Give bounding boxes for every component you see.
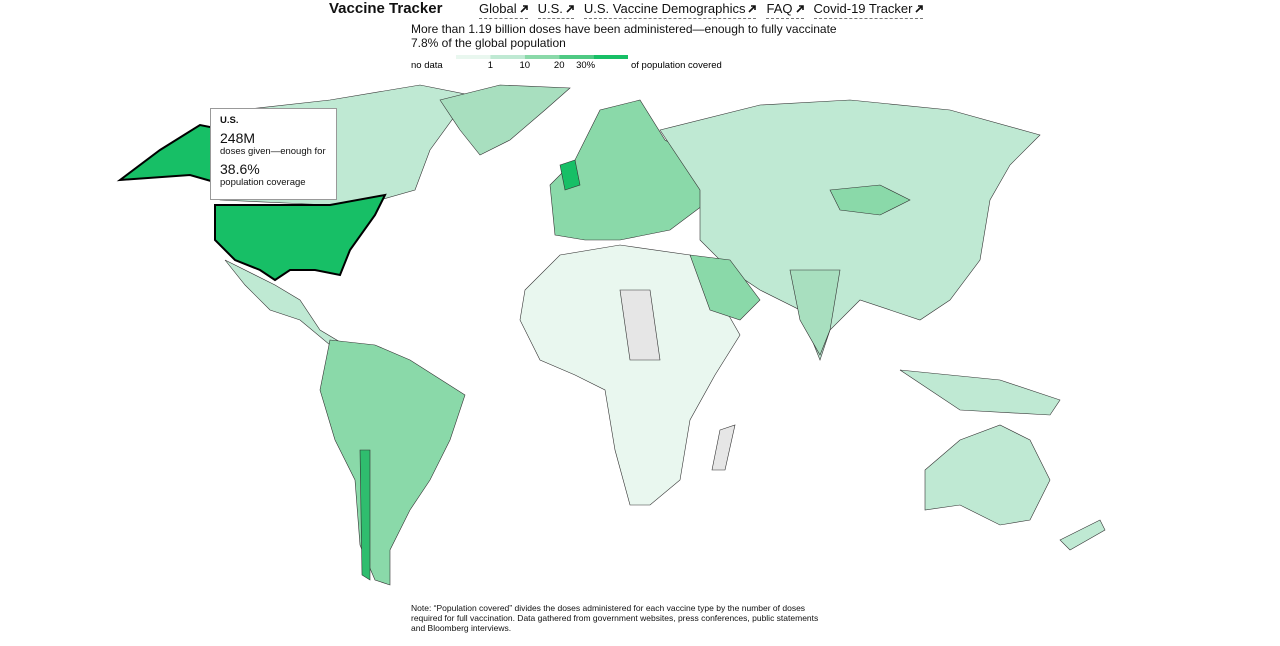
greenland[interactable] (439, 84, 571, 156)
arrow-icon (748, 5, 757, 13)
south-america[interactable] (319, 339, 466, 586)
title: Vaccine Tracker (329, 0, 443, 17)
no-data-region[interactable] (619, 289, 661, 361)
nav-link[interactable]: Covid-19 Tracker (813, 1, 924, 19)
tooltip-country: U.S. (220, 115, 239, 126)
uk[interactable] (559, 159, 581, 191)
nav-link[interactable]: U.S. Vaccine Demographics (583, 1, 757, 19)
nav-link[interactable]: FAQ (766, 1, 804, 19)
mongolia[interactable] (829, 184, 911, 216)
arrow-icon (566, 5, 574, 13)
legend-tick: 1 (488, 60, 493, 71)
tooltip: U.S. 248M doses given—enough for 38.6% p… (210, 108, 337, 200)
nav-label[interactable]: U.S. (537, 1, 563, 16)
legend-swatch (456, 55, 491, 59)
chile[interactable] (359, 449, 371, 581)
nav: Global U.S. U.S. Vaccine Demographics FAQ Co… (479, 1, 924, 19)
legend-tick: 20 (554, 60, 565, 71)
nav-label[interactable]: Global (479, 1, 517, 16)
nav-link[interactable]: Global (479, 1, 528, 19)
nav-label[interactable]: Covid-19 Tracker (813, 1, 913, 16)
tooltip-coverage: 38.6% (220, 161, 260, 177)
legend-swatch (559, 55, 594, 59)
legend-swatch (593, 55, 628, 59)
tooltip-doses: 248M (220, 130, 256, 146)
nav-label[interactable]: U.S. Vaccine Demographics (583, 1, 746, 16)
nav-link[interactable]: U.S. (537, 1, 574, 19)
legend-swatch (524, 55, 560, 59)
new-zealand[interactable] (1059, 519, 1106, 551)
no-data-label: no data (411, 60, 443, 71)
summary: More than 1.19 billion doses have been a… (411, 22, 837, 50)
indonesia[interactable] (899, 369, 1061, 416)
legend-swatch (490, 55, 525, 59)
africa[interactable] (519, 244, 741, 506)
legend: no data of population covered 1 10 20 30% (411, 55, 811, 75)
usa[interactable] (214, 193, 387, 282)
legend-tick: 30% (576, 60, 596, 71)
legend-graphic: no data of population covered 1 10 20 30% (411, 55, 722, 71)
india[interactable] (789, 269, 841, 356)
note: Note: “Population covered” divides the d… (411, 603, 819, 633)
tooltip-doses-text: doses given—enough for (220, 146, 326, 157)
nav-label[interactable]: FAQ (766, 1, 793, 16)
australia[interactable] (924, 424, 1051, 526)
arrow-icon (520, 5, 528, 13)
madagascar[interactable] (711, 424, 736, 471)
arrow-icon (795, 5, 804, 13)
legend-caption: of population covered (631, 60, 722, 71)
tooltip-coverage-text: population coverage (220, 177, 306, 188)
arabia[interactable] (689, 254, 761, 321)
legend-tick: 10 (520, 60, 531, 71)
arrow-icon (915, 5, 924, 13)
